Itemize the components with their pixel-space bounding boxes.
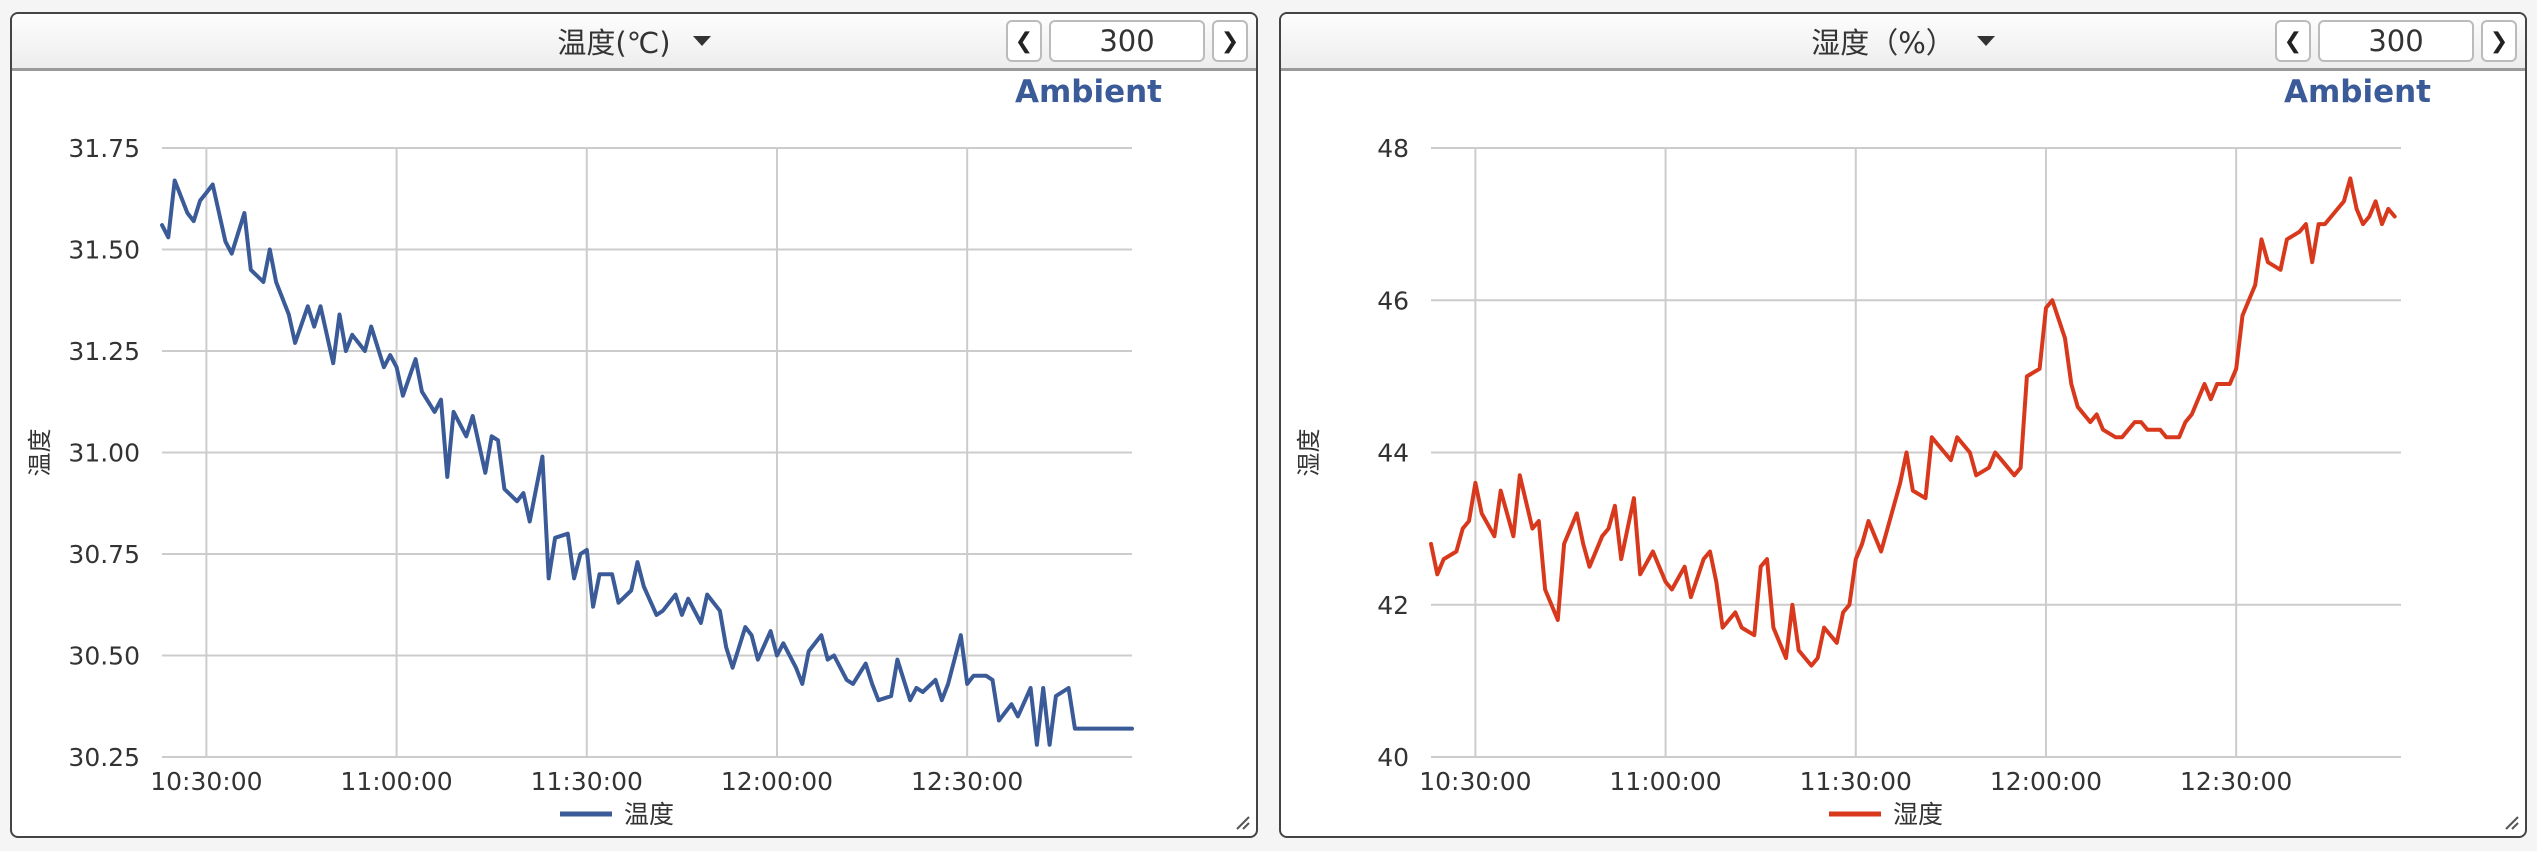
y-tick-label: 31.75	[68, 134, 140, 163]
y-tick-label: 44	[1377, 439, 1409, 468]
channel-select[interactable]: 湿度（%）	[1281, 14, 2525, 68]
y-tick-label: 48	[1377, 134, 1409, 163]
resize-grip-icon[interactable]	[2503, 814, 2519, 830]
x-tick-label: 11:30:00	[531, 767, 643, 796]
x-tick-label: 11:30:00	[1800, 767, 1912, 796]
x-tick-label: 12:30:00	[911, 767, 1023, 796]
y-tick-label: 31.25	[68, 337, 140, 366]
x-tick-label: 12:30:00	[2180, 767, 2292, 796]
caret-down-icon	[1976, 36, 1995, 46]
series-line	[160, 178, 1134, 747]
panel-header: 湿度（%） ❮ ❯	[1281, 14, 2525, 71]
x-tick-label: 12:00:00	[721, 767, 833, 796]
prev-button[interactable]: ❮	[1006, 20, 1042, 62]
channel-select[interactable]: 温度(℃)	[12, 14, 1256, 68]
resize-grip-icon[interactable]	[1234, 814, 1250, 830]
x-tick-label: 11:00:00	[1609, 767, 1721, 796]
y-tick-label: 31.00	[68, 439, 140, 468]
chevron-right-icon: ❯	[1220, 28, 1240, 54]
chevron-right-icon: ❯	[2489, 28, 2509, 54]
brand-logo: Ambient	[2283, 74, 2431, 110]
y-tick-label: 30.50	[68, 642, 140, 671]
x-tick-label: 10:30:00	[1419, 767, 1531, 796]
humidity-chart: 10:30:00 11:00:00 11:30:00 12:00:00 12:30:00…	[1295, 134, 2401, 829]
chevron-left-icon: ❮	[2283, 28, 2303, 54]
y-tick-label: 31.50	[68, 236, 140, 265]
next-button[interactable]: ❯	[2481, 20, 2517, 62]
channel-select-label: 温度(℃)	[557, 26, 671, 60]
brand-logo: Ambient	[1014, 74, 1162, 110]
x-tick-label: 12:00:00	[1990, 767, 2102, 796]
temperature-panel: 温度(℃) ❮ ❯ Ambient 10:30:00 11:00:00 11:30:…	[10, 12, 1258, 838]
series-line	[1429, 176, 2397, 668]
y-tick-label: 30.75	[68, 540, 140, 569]
y-axis-label: 温度	[26, 429, 54, 477]
range-input[interactable]	[1049, 20, 1205, 62]
x-tick-label: 10:30:00	[150, 767, 262, 796]
y-tick-label: 42	[1377, 591, 1409, 620]
channel-select-label: 湿度（%）	[1811, 26, 1955, 60]
range-control: ❮ ❯	[2275, 20, 2517, 64]
y-axis-label: 湿度	[1295, 429, 1323, 477]
legend-label: 温度	[624, 800, 674, 829]
y-tick-label: 40	[1377, 743, 1409, 772]
caret-down-icon	[692, 36, 711, 46]
range-control: ❮ ❯	[1006, 20, 1248, 64]
legend-label: 湿度	[1893, 800, 1943, 829]
grid	[1431, 147, 2401, 758]
temperature-chart: 10:30:00 11:00:00 11:30:00 12:00:00 12:30:00…	[26, 134, 1134, 829]
next-button[interactable]: ❯	[1212, 20, 1248, 62]
x-tick-label: 11:00:00	[340, 767, 452, 796]
panel-header: 温度(℃) ❮ ❯	[12, 14, 1256, 71]
chevron-left-icon: ❮	[1014, 28, 1034, 54]
prev-button[interactable]: ❮	[2275, 20, 2311, 62]
grid	[162, 147, 1132, 758]
range-input[interactable]	[2318, 20, 2474, 62]
y-tick-label: 30.25	[68, 743, 140, 772]
y-tick-label: 46	[1377, 286, 1409, 315]
humidity-panel: 湿度（%） ❮ ❯ Ambient 10:30:00 11:00:00 11:30:…	[1279, 12, 2527, 838]
